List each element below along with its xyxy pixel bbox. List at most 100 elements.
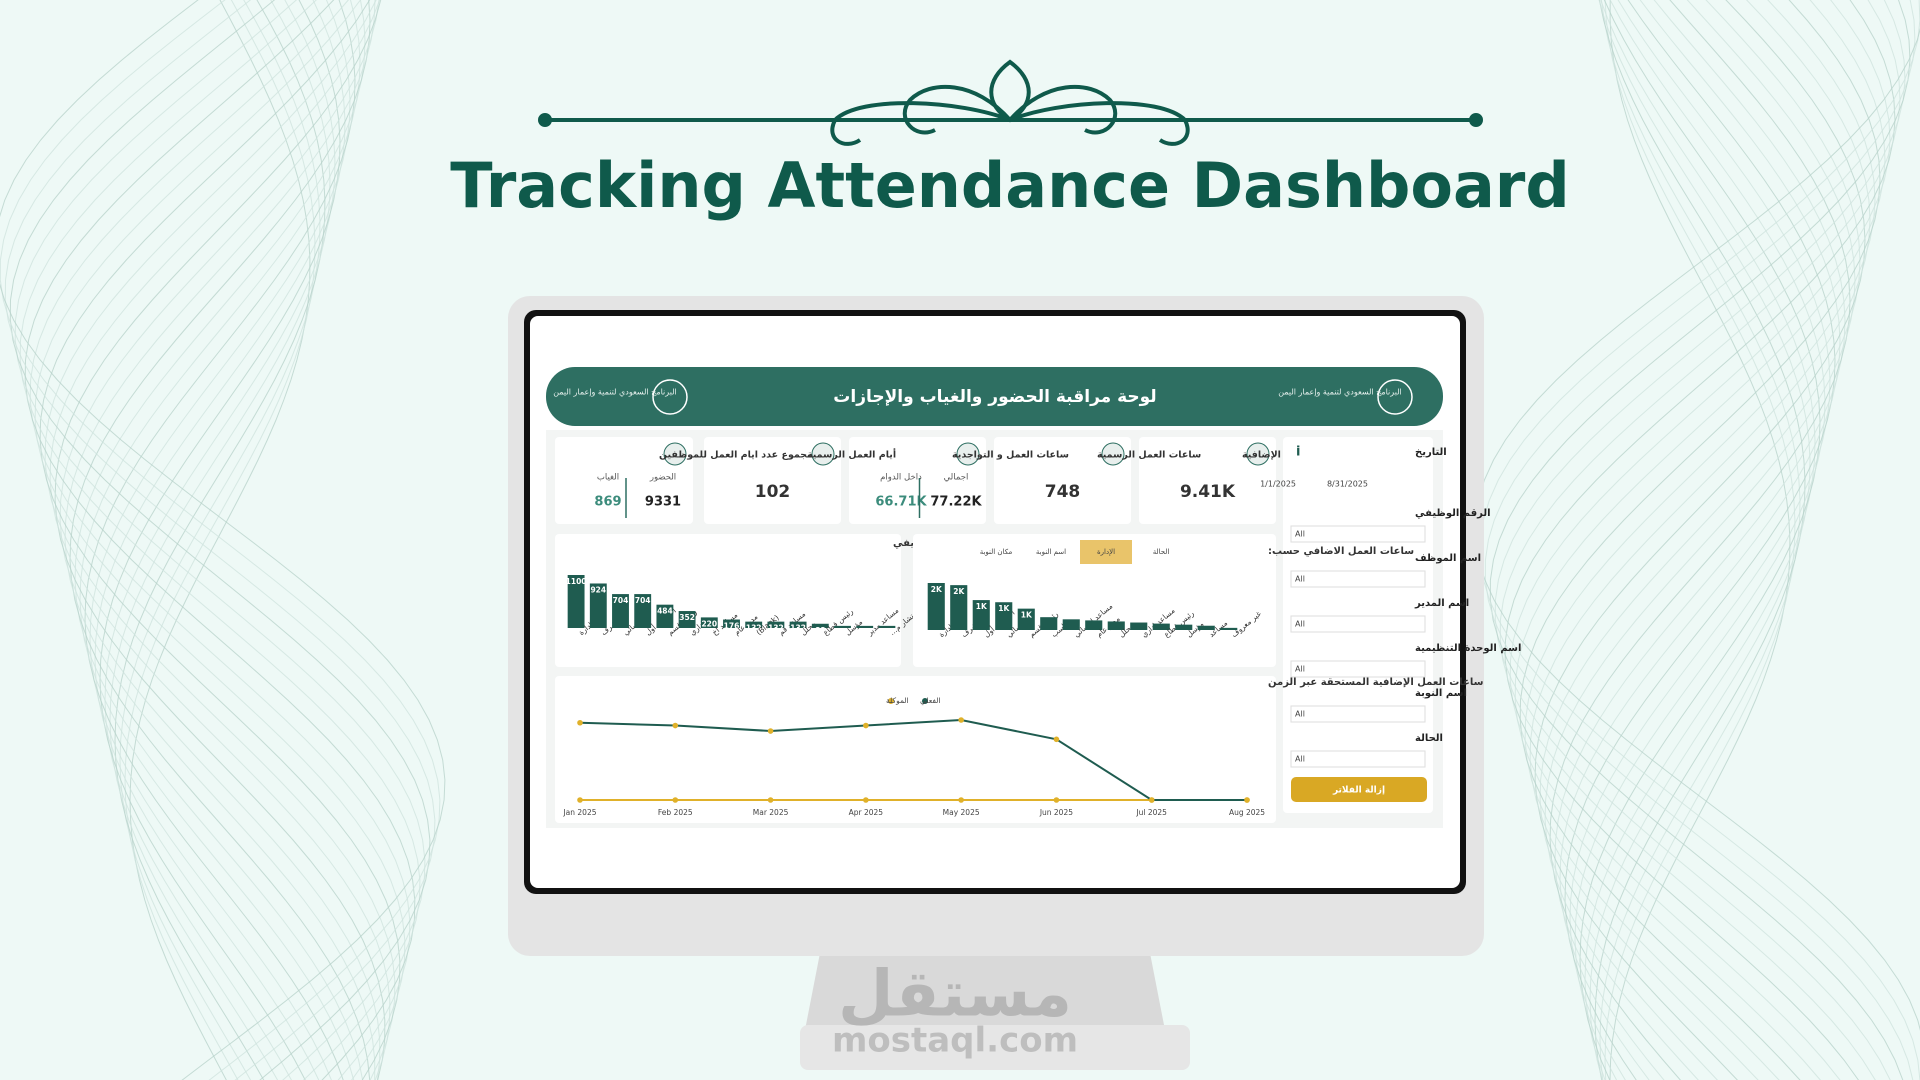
bg-curve <box>39 0 401 1080</box>
kpi-value: 102 <box>755 482 791 502</box>
kpi-value: 9.41K <box>1180 482 1236 502</box>
data-label: 44 <box>837 628 847 637</box>
bg-curve <box>99 0 341 1080</box>
kpi-sub-value: 9331 <box>645 495 681 510</box>
filter-label: الحالة <box>1415 733 1443 744</box>
x-tick-label: May 2025 <box>943 808 980 817</box>
kpi-sub-label: الحضور <box>649 473 676 483</box>
x-tick-label: Jun 2025 <box>1039 808 1073 817</box>
point <box>958 717 964 723</box>
dropdown[interactable] <box>1290 705 1426 723</box>
data-label: 88 <box>815 626 825 635</box>
bg-curve <box>1584 0 1816 1080</box>
clear-button-label: إزالة الفلاتر <box>1332 786 1385 796</box>
kpi-label: ساعات العمل الرسمية <box>1097 450 1201 461</box>
point <box>577 797 583 803</box>
data-label: 1K <box>1021 611 1033 620</box>
bar <box>972 600 990 630</box>
bg-curve <box>1524 0 1876 1080</box>
bar <box>1197 625 1215 630</box>
data-label: 176 <box>724 622 740 631</box>
kpi-label: أيام العمل الرسمية <box>807 448 896 461</box>
clear-button[interactable] <box>1291 777 1427 802</box>
bg-curve <box>69 0 371 1080</box>
bg-curve <box>1514 0 1886 1080</box>
data-label: 1100 <box>566 577 587 586</box>
watermark-latin: mostaql.com <box>832 1021 1078 1061</box>
dropdown-value: All <box>1295 575 1305 584</box>
data-label: 704 <box>635 596 651 605</box>
bar <box>589 583 607 628</box>
bg-curve <box>1529 0 1871 1080</box>
bar <box>1130 622 1148 630</box>
tab[interactable]: اسم النوبة <box>1036 548 1066 556</box>
filter-label: الرقم الوظيفي <box>1415 508 1491 519</box>
data-label: 132 <box>768 624 784 633</box>
filter-label: اسم الوحدة التنظيمية <box>1415 643 1521 654</box>
legend-label: الموكلة <box>886 696 909 705</box>
point <box>767 728 774 734</box>
bar <box>634 594 652 628</box>
point <box>863 722 869 729</box>
bg-curve <box>1609 0 1791 1080</box>
kpi-sub-value: 869 <box>594 495 621 510</box>
x-tick-label: Aug 2025 <box>1229 808 1265 817</box>
data-label: 2K <box>953 587 965 596</box>
bar <box>834 625 851 628</box>
data-label: 2K <box>931 585 943 594</box>
dropdown[interactable] <box>1290 660 1426 678</box>
tab[interactable]: مكان النوبة <box>980 548 1013 556</box>
filter-label: اسم الموظف <box>1415 553 1481 564</box>
x-tick-label: Jan 2025 <box>562 808 596 817</box>
kpi-card <box>849 437 986 524</box>
kpi-card <box>555 437 693 524</box>
tab[interactable]: الحالة <box>1153 548 1170 556</box>
bar <box>789 621 807 628</box>
point <box>672 722 679 729</box>
chart-title: ساعات العمل الإضافية المستحقة عبر الزمن <box>1268 677 1484 688</box>
point <box>672 797 679 803</box>
bar <box>927 583 945 630</box>
dropdown[interactable] <box>1290 615 1426 633</box>
header-title: لوحة مراقبة الحضور والغياب والإجازات <box>833 387 1156 407</box>
point <box>958 797 964 803</box>
tab[interactable]: الإدارة <box>1097 548 1115 556</box>
bar <box>1040 617 1058 630</box>
main-title: Tracking Attendance Dashboard <box>450 149 1570 222</box>
bar <box>950 585 968 630</box>
kpi-card <box>994 437 1131 524</box>
bg-curve <box>1489 0 1911 1080</box>
dropdown[interactable] <box>1290 570 1426 588</box>
point <box>863 797 869 803</box>
data-label: 220 <box>701 619 717 628</box>
bar <box>1220 627 1238 630</box>
bg-curve <box>109 0 331 1080</box>
bg-curve <box>1604 0 1796 1080</box>
filter-label: التاريخ <box>1415 447 1447 458</box>
legend-label: الفعلي <box>920 696 941 705</box>
kpi-label: ساعات العمل و التواجدية <box>952 450 1069 461</box>
bg-curve <box>64 0 376 1080</box>
point <box>577 719 583 726</box>
dropdown[interactable] <box>1290 750 1426 768</box>
kpi-sub-label: اجمالي <box>944 473 969 483</box>
tab-selected[interactable] <box>1080 540 1132 564</box>
bar <box>767 621 785 628</box>
chart-panel <box>555 676 1276 823</box>
dropdown-value: All <box>1295 530 1305 539</box>
bg-curve <box>84 0 356 1080</box>
ornament <box>538 59 1483 146</box>
dropdown[interactable] <box>1290 525 1426 543</box>
line-series <box>579 718 1247 801</box>
bg-curve <box>104 0 336 1080</box>
kpi-sub-value: 66.71K <box>875 495 927 510</box>
bg-curve <box>129 0 311 1080</box>
kpi-icon <box>956 442 980 466</box>
dropdown-value: All <box>1295 755 1305 764</box>
bg-curve <box>1539 0 1861 1080</box>
bg-curve <box>59 0 381 1080</box>
bg-curve <box>1519 0 1881 1080</box>
bg-curve <box>1499 0 1901 1080</box>
filter-label: اسم المدير <box>1414 598 1469 609</box>
chart-title: ساعات العمل الاضافي حسب: <box>1268 546 1414 557</box>
